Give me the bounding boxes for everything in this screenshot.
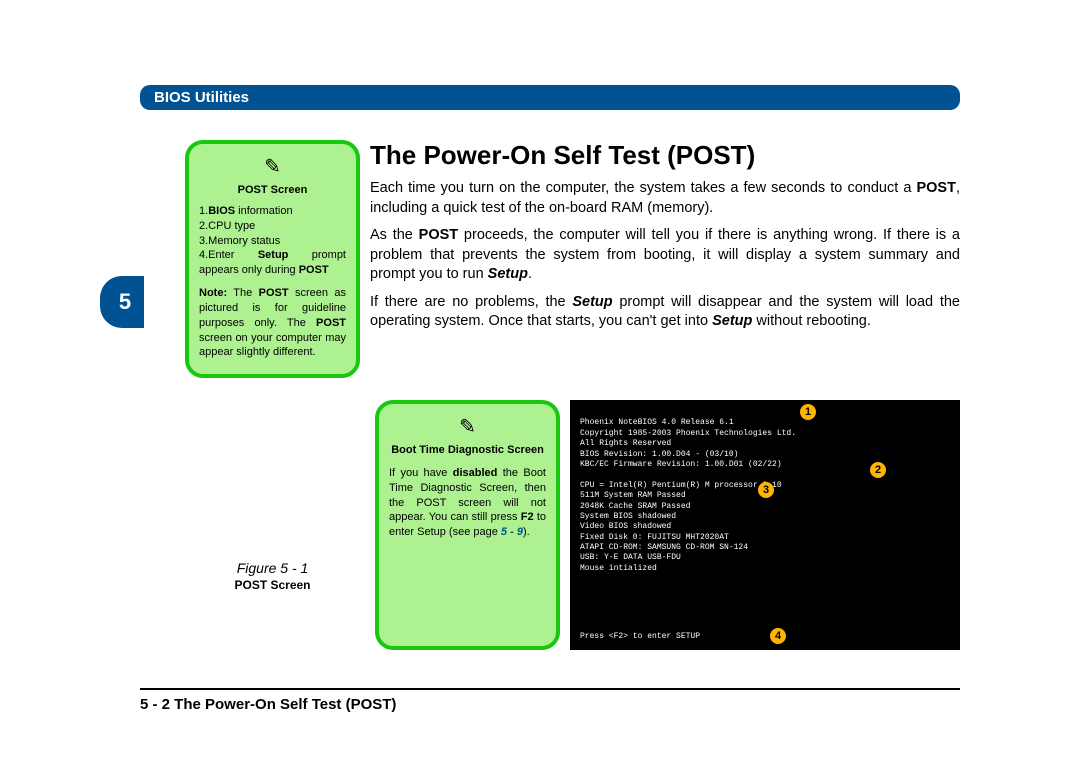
bios-line: Copyright 1985-2003 Phoenix Technologies…: [580, 429, 796, 438]
figure-caption: Figure 5 - 1 POST Screen: [185, 560, 360, 592]
bios-line: All Rights Reserved: [580, 439, 671, 448]
bios-screenshot: Phoenix NoteBIOS 4.0 Release 6.1 Copyrig…: [570, 400, 960, 650]
marker-4: 4: [770, 628, 786, 644]
inline-figure-area: ✎ Boot Time Diagnostic Screen If you hav…: [370, 400, 960, 660]
chapter-tab: 5: [100, 276, 144, 328]
p3a: If there are no problems, the: [370, 294, 572, 310]
note-box-post-screen: ✎ POST Screen 1.BIOS information 2.CPU t…: [185, 140, 360, 378]
p3c: without rebooting.: [752, 313, 871, 329]
figure-name: POST Screen: [185, 578, 360, 592]
bios-line: 2048K Cache SRAM Passed: [580, 502, 690, 511]
marker-3: 3: [758, 482, 774, 498]
paragraph-2: As the POST proceeds, the computer will …: [370, 226, 960, 285]
bios-line: System BIOS shadowed: [580, 512, 676, 521]
note-rest2: screen on your computer may appear sligh…: [199, 332, 346, 359]
page-container: BIOS Utilities: [140, 85, 960, 132]
note-bold1: POST: [259, 287, 289, 299]
p3i2: Setup: [712, 313, 752, 329]
page-title: The Power-On Self Test (POST): [370, 140, 960, 171]
bios-line: CPU = Intel(R) Pentium(R) M processor 2.…: [580, 481, 782, 490]
p2italic: Setup: [488, 266, 528, 282]
note-box-2-title: Boot Time Diagnostic Screen: [389, 443, 546, 458]
bios-line: Fixed Disk 0: FUJITSU MHT2020AT: [580, 533, 729, 542]
footer-text: 5 - 2 The Power-On Self Test (POST): [140, 696, 396, 713]
note-box-boot-diagnostic: ✎ Boot Time Diagnostic Screen If you hav…: [375, 400, 560, 650]
note-list-item-2: 2.CPU type: [199, 219, 346, 234]
paragraph-1: Each time you turn on the computer, the …: [370, 179, 960, 218]
bios-line: Video BIOS shadowed: [580, 522, 671, 531]
pen-icon: ✎: [389, 414, 546, 441]
marker-1: 1: [800, 404, 816, 420]
p2bold: POST: [419, 227, 458, 243]
note-list-item-4: 4.Enter Setup prompt appears only during…: [199, 248, 346, 278]
section-header: BIOS Utilities: [140, 85, 960, 110]
note-paragraph: Note: The POST screen as pictured is for…: [199, 286, 346, 360]
note-list-item-3: 3.Memory status: [199, 234, 346, 249]
p3i1: Setup: [572, 294, 612, 310]
bios-line: Phoenix NoteBIOS 4.0 Release 6.1: [580, 418, 734, 427]
pen-icon: ✎: [199, 154, 346, 181]
p1bold: POST: [916, 180, 955, 196]
spacer: [199, 278, 346, 286]
p2c: .: [528, 266, 532, 282]
li1-bold: BIOS: [208, 205, 235, 217]
bios-line: Mouse intialized: [580, 564, 657, 573]
li4-prefix: 4.Enter: [199, 249, 258, 261]
li4-bold2: POST: [299, 264, 329, 276]
bios-line: USB: Y-E DATA USB-FDU: [580, 553, 681, 562]
p1a: Each time you turn on the computer, the …: [370, 180, 916, 196]
s2t3i: 5 - 9: [501, 526, 523, 538]
section-header-title: BIOS Utilities: [154, 89, 249, 106]
s2t1: If you have: [389, 467, 453, 479]
note-mid1: The: [227, 287, 259, 299]
s2t1b: disabled: [453, 467, 498, 479]
chapter-number: 5: [119, 289, 131, 315]
li1-rest: information: [235, 205, 292, 217]
li4-bold: Setup: [258, 249, 289, 261]
p2a: As the: [370, 227, 419, 243]
note-label: Note:: [199, 287, 227, 299]
figure-number: Figure 5 - 1: [185, 560, 360, 576]
note-box-title: POST Screen: [199, 183, 346, 198]
bios-line: 511M System RAM Passed: [580, 491, 686, 500]
note-bold2: POST: [316, 317, 346, 329]
main-content: The Power-On Self Test (POST) Each time …: [370, 140, 960, 340]
note-list-item-1: 1.BIOS information: [199, 204, 346, 219]
s2t4: ).: [523, 526, 530, 538]
bios-line: BIOS Revision: 1.00.D04 - (03/10): [580, 450, 738, 459]
marker-2: 2: [870, 462, 886, 478]
note-box-2-text: If you have disabled the Boot Time Diagn…: [389, 466, 546, 540]
paragraph-3: If there are no problems, the Setup prom…: [370, 293, 960, 332]
bios-line: KBC/EC Firmware Revision: 1.00.D01 (02/2…: [580, 460, 782, 469]
bios-prompt: Press <F2> to enter SETUP: [580, 632, 700, 642]
li1-prefix: 1.: [199, 205, 208, 217]
footer-rule: [140, 688, 960, 690]
p2b: proceeds, the computer will tell you if …: [370, 227, 960, 282]
s2t2b: F2: [521, 511, 534, 523]
bios-line: ATAPI CD-ROM: SAMSUNG CD-ROM SN-124: [580, 543, 748, 552]
